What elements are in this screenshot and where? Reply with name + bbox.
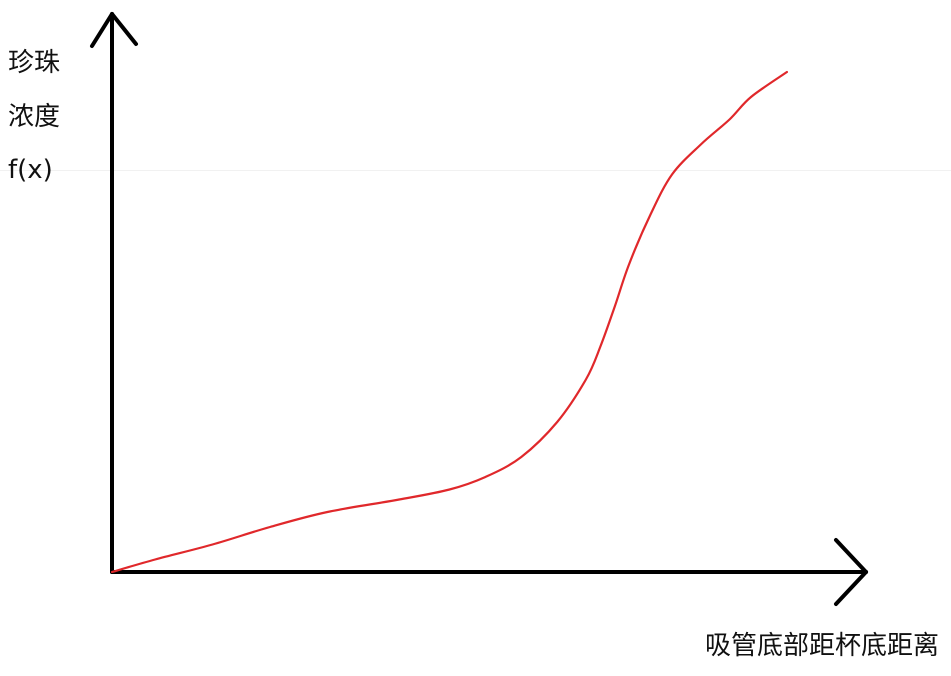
y-axis-label-line-1: 珍珠 bbox=[8, 48, 61, 78]
x-axis-label: 吸管底部距杯底距离 bbox=[704, 631, 939, 661]
faint-guide-line bbox=[0, 170, 951, 171]
series-line-0 bbox=[110, 70, 788, 574]
y-axis-arrow-left bbox=[90, 12, 114, 48]
y-axis-label-line-2: 浓度 bbox=[8, 102, 61, 132]
y-axis-label-line-3: f(x) bbox=[8, 155, 53, 185]
axes bbox=[90, 12, 868, 606]
series-layer bbox=[110, 70, 788, 574]
y-axis-arrow-right bbox=[110, 12, 138, 46]
x-axis-arrow-bottom bbox=[834, 570, 868, 606]
x-axis-arrow-top bbox=[834, 538, 868, 574]
